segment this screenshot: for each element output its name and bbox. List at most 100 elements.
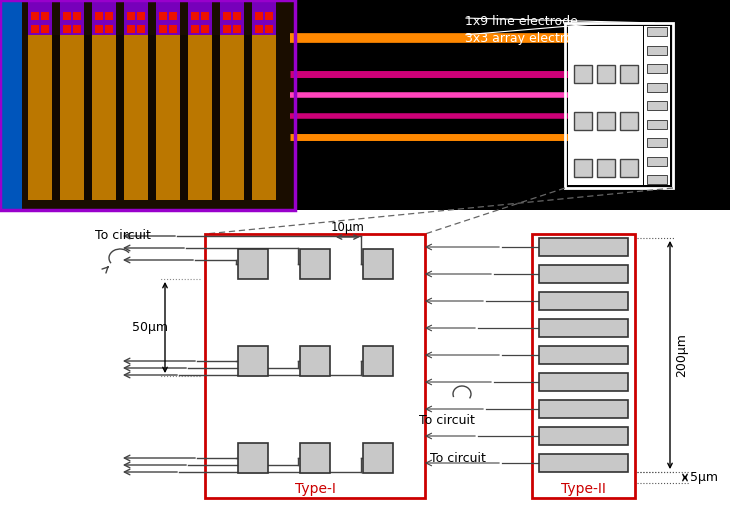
Bar (620, 112, 638, 130)
Bar (539, 427, 628, 445)
Bar (539, 292, 628, 310)
Bar (539, 373, 628, 391)
Bar (363, 443, 393, 473)
Bar (647, 156, 667, 166)
Bar (169, 25, 177, 33)
Bar (647, 64, 667, 73)
Bar (647, 175, 667, 184)
Bar (574, 159, 592, 177)
Bar (539, 346, 628, 364)
Bar (95, 12, 103, 20)
Bar (647, 45, 667, 55)
Bar (597, 159, 615, 177)
Bar (159, 12, 167, 20)
Bar (148, 35, 156, 200)
Bar (116, 35, 124, 200)
Text: 5μm: 5μm (690, 471, 718, 484)
Text: 200μm: 200μm (675, 333, 688, 377)
Bar (300, 249, 330, 279)
Bar (255, 25, 263, 33)
Bar (647, 101, 667, 110)
Bar (300, 346, 330, 376)
Bar (539, 454, 628, 472)
Bar (597, 65, 615, 83)
Bar (363, 346, 393, 376)
Bar (363, 249, 393, 279)
Text: Type-II: Type-II (561, 482, 606, 496)
Bar (92, 35, 116, 200)
Bar (63, 25, 71, 33)
Bar (244, 35, 252, 200)
Bar (647, 138, 667, 147)
Bar (73, 12, 81, 20)
Bar (220, 0, 244, 38)
Bar (300, 443, 330, 473)
Bar (41, 25, 49, 33)
Bar (539, 319, 628, 337)
Text: To circuit: To circuit (419, 414, 475, 427)
Bar (169, 12, 177, 20)
Bar (28, 0, 52, 38)
Bar (565, 23, 673, 188)
Bar (28, 35, 52, 200)
Bar (0, 0, 295, 210)
Bar (223, 25, 231, 33)
Bar (252, 0, 276, 38)
Bar (539, 265, 628, 283)
Bar (137, 12, 145, 20)
Bar (31, 12, 39, 20)
Bar (647, 83, 667, 91)
Text: Type-I: Type-I (295, 482, 336, 496)
Bar (191, 25, 199, 33)
Bar (620, 159, 638, 177)
Text: 1x9 line electrode: 1x9 line electrode (465, 15, 578, 28)
Bar (95, 25, 103, 33)
Bar (265, 25, 273, 33)
Bar (539, 400, 628, 418)
Bar (644, 26, 670, 185)
Bar (265, 12, 273, 20)
Bar (84, 35, 92, 200)
Bar (92, 0, 116, 38)
Bar (191, 12, 199, 20)
Bar (255, 12, 263, 20)
Text: To circuit: To circuit (430, 452, 486, 464)
Bar (127, 12, 135, 20)
Bar (60, 35, 84, 200)
Bar (205, 234, 425, 498)
Bar (539, 238, 628, 256)
Bar (156, 35, 180, 200)
Bar (105, 25, 113, 33)
Text: 10μm: 10μm (331, 221, 365, 234)
Bar (201, 12, 209, 20)
Text: 50μm: 50μm (132, 321, 168, 334)
Bar (647, 120, 667, 128)
Bar (233, 12, 241, 20)
Bar (237, 346, 267, 376)
Bar (105, 12, 113, 20)
Bar (0, 0, 22, 210)
Bar (73, 25, 81, 33)
Bar (188, 0, 212, 38)
Bar (0, 0, 730, 210)
Bar (188, 35, 212, 200)
Text: 3x3 array electrode: 3x3 array electrode (465, 32, 588, 45)
Bar (220, 35, 244, 200)
Bar (0, 0, 295, 210)
Bar (233, 25, 241, 33)
Bar (597, 112, 615, 130)
Bar (63, 12, 71, 20)
Bar (41, 12, 49, 20)
Bar (574, 112, 592, 130)
Bar (568, 26, 643, 185)
Bar (124, 0, 148, 38)
Bar (532, 234, 635, 498)
Bar (60, 0, 84, 38)
Text: To circuit: To circuit (95, 229, 151, 242)
Bar (137, 25, 145, 33)
Bar (252, 35, 276, 200)
Bar (31, 25, 39, 33)
Bar (124, 35, 148, 200)
Bar (212, 35, 220, 200)
Bar (127, 25, 135, 33)
